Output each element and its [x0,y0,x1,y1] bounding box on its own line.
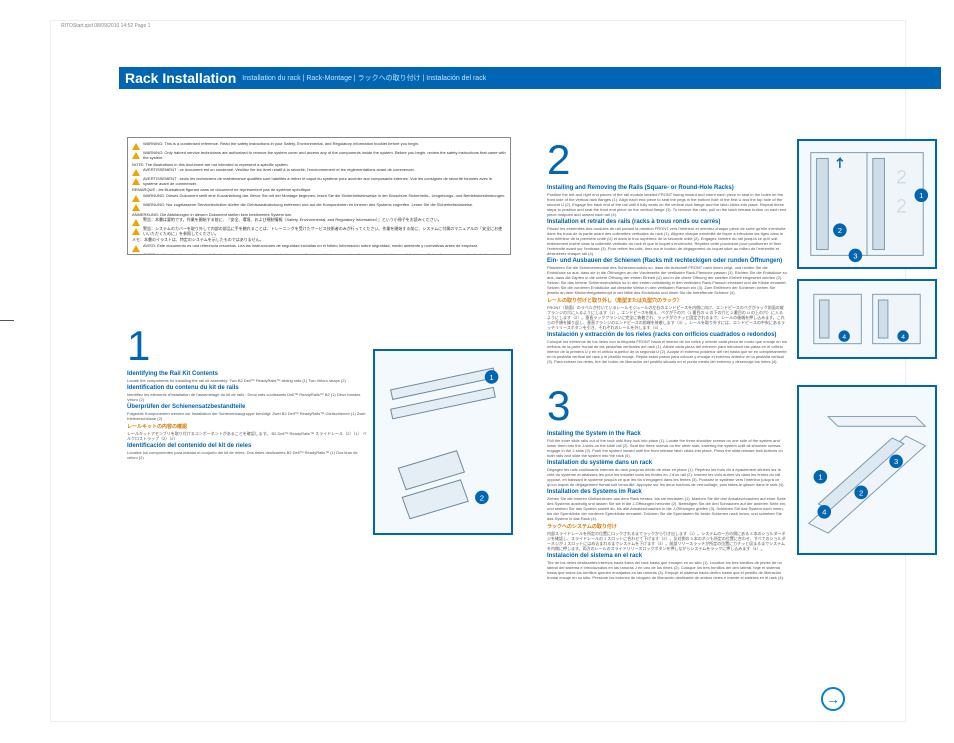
warn-fr-1: AVERTISSEMENT : ce document est un conde… [143,168,415,173]
rail-install-illustration-a: 2 2 2 3 1 [799,141,935,267]
step-number-3: 3 [547,385,787,427]
s2-h-en: Installing and Removing the Rails (Squar… [547,185,787,191]
step-number-2: 2 [547,139,787,181]
s1-h-es: Identificación del contenido del kit de … [127,443,367,449]
note-en: NOTE: The illustrations in this document… [132,162,506,167]
warn-de-1: WARNUNG: Dieses Dokument stellt eine Kur… [143,194,505,199]
svg-text:2: 2 [838,226,842,235]
warn-es-1: AVISO: Este documento es una referencia … [143,244,478,249]
warn-en-2: WARNING: Only trained service technician… [143,151,506,161]
svg-text:4: 4 [901,334,905,341]
svg-text:4: 4 [842,334,846,341]
warn-es-2: AVISO: los técnicos de servicio especial… [143,253,506,255]
s2-b-es: Coloque los extremos de los rieles con l… [547,339,787,364]
svg-text:1: 1 [919,191,923,200]
rail-kit-illustration: 1 2 [375,351,511,533]
warning-icon [132,195,140,202]
title-bar: Rack Installation Installation du rack |… [119,67,941,89]
note-de: ANMERKUNG: Die Abbildungen in diesem Dok… [132,212,506,217]
figure-3: 1 4 2 3 [797,385,937,555]
s3-b-de: Ziehen Sie die inneren Gleitschienen aus… [547,496,787,521]
s3-h-en: Installing the System in the Rack [547,431,787,437]
s3-h-es: Instalación del sistema en el rack [547,553,787,559]
system-install-illustration: 1 4 2 3 [799,387,935,553]
s1-h-ja: レールキットの内容の確認 [127,423,367,430]
warning-icon [132,143,140,150]
s3-b-fr: Dégagez les rails coulissants internes d… [547,467,787,487]
svg-text:2: 2 [859,488,863,497]
s3-b-es: Tire de los rieles deslizantes internos … [547,560,787,580]
page: RITOStart.qxd 08/09/2010 14:52 Page 1 Ra… [50,20,906,722]
s3-b-en: Pull the inner slide rails out of the ra… [547,438,787,458]
title-sub: Installation du rack | Rack-Montage | ラッ… [242,73,486,83]
warning-icon [132,254,140,255]
section-2: 2 Installing and Removing the Rails (Squ… [547,139,787,366]
s1-b-fr: Identifiez les éléments d'installation d… [127,392,367,402]
s2-b-ja: FRONT（前面）のラベルが付いているレールモジュールの左右のエンドピースを内側… [547,305,787,330]
s1-h-de: Überprüfen der Schienensatzbestandteile [127,404,367,410]
section-1: 1 Identifying the Rail Kit Contents Loca… [127,325,367,462]
svg-text:1: 1 [489,373,493,382]
s3-h-fr: Installation du système dans un rack [547,460,787,466]
s2-b-en: Position the left and right end pieces o… [547,192,787,217]
svg-text:2: 2 [896,196,907,218]
warn-de-2: WARNUNG: Nur zugelassene Servicetechnike… [143,203,473,208]
next-page-icon: → [821,687,845,711]
warn-ja-1: 警告：本書は要約です。作業を開始する前に、『安全、環境、および規制情報（Safe… [143,218,442,223]
section-3: 3 Installing the System in the Rack Pull… [547,385,787,582]
s2-h-fr: Installation et retrait des rails (racks… [547,219,787,225]
file-meta: RITOStart.qxd 08/09/2010 14:52 Page 1 [61,23,150,29]
warning-icon [132,152,140,159]
svg-text:2: 2 [896,167,907,189]
note-ja: メモ：本書のイラストは、特定のシステムを示したものではありません。 [132,237,506,242]
s2-h-es: Instalación y extracción de los rieles (… [547,332,787,338]
warning-icon [132,228,140,235]
step-number-1: 1 [127,325,367,367]
svg-text:4: 4 [822,508,827,517]
warn-ja-2: 警告：システムのカバーを取り外して内部の部品に手を触れることは、トレーニングを受… [143,227,506,237]
s3-h-ja: ラックへのシステムの取り付け [547,523,787,530]
note-fr: REMARQUE : les illustrations figurant da… [132,187,506,192]
svg-text:3: 3 [894,457,898,466]
warn-en-1: WARNING: This is a condensed reference. … [143,142,419,147]
s1-h-fr: Identification du contenu du kit de rail… [127,385,367,391]
warning-box: WARNING: This is a condensed reference. … [127,137,511,255]
s1-b-en: Locate the components for installing the… [127,378,367,383]
s2-h-ja: レールの取り付けと取り外し（角型または丸型穴のラック） [547,297,787,304]
warning-icon [132,219,140,226]
s3-h-de: Installation des Systems im Rack [547,489,787,495]
figure-2a: 2 2 2 3 1 [797,139,937,269]
figure-1: 1 2 [373,349,513,535]
s3-b-ja: 内部スライドレールを所定の位置にロックされるまでラックから引き出します（1）。シ… [547,531,787,551]
warning-icon [132,169,140,176]
s2-b-de: Platzieren Sie die Schienenmodule des Sc… [547,265,787,295]
svg-text:3: 3 [853,251,857,260]
title-main: Rack Installation [125,70,236,86]
warning-icon [132,178,140,185]
warn-fr-2: AVERTISSEMENT : seuls les techniciens de… [143,177,506,187]
s1-b-es: Localice los componentes para instalar e… [127,450,367,460]
warning-icon [132,245,140,252]
svg-text:2: 2 [480,493,484,502]
s1-h-en: Identifying the Rail Kit Contents [127,371,367,377]
figure-2b: 4 4 [797,279,937,359]
svg-text:1: 1 [818,473,822,482]
s1-b-de: Folgende Komponenten werden zur Installa… [127,411,367,421]
s2-b-fr: Placez les extrémités des modules de rai… [547,226,787,256]
s2-h-de: Ein- und Ausbauen der Schienen (Racks mi… [547,258,787,264]
rail-install-illustration-b: 4 4 [799,281,935,357]
s1-b-ja: レールキットアセンブリを取り付けるコンポーネントがあることを確認します。 B2 … [127,431,367,441]
crop-mark-left [0,320,14,334]
warning-icon [132,204,140,211]
